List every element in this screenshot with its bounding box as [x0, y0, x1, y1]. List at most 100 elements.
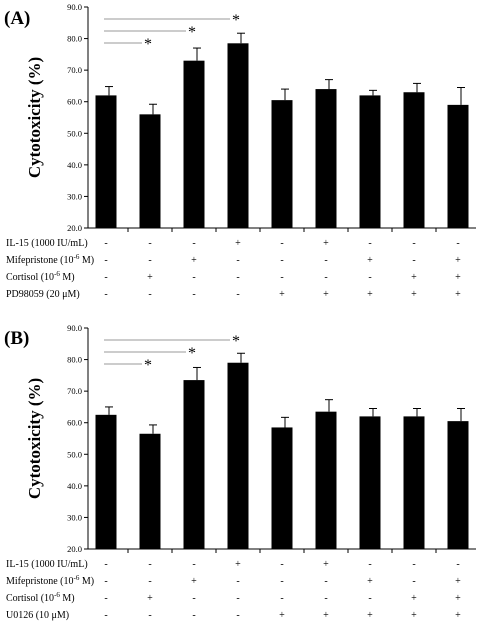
- treatment-sign: +: [279, 289, 285, 300]
- treatment-sign: +: [191, 576, 197, 587]
- treatment-label-text: Cortisol (10: [6, 272, 54, 283]
- treatment-label-text: IL-15 (1000 IU/mL): [6, 238, 88, 249]
- treatment-sign: -: [368, 593, 371, 604]
- treatment-sign: -: [280, 255, 283, 266]
- treatment-sign: -: [148, 289, 151, 300]
- treatment-label: Cortisol (10-6 M): [6, 591, 75, 604]
- treatment-sign: -: [324, 576, 327, 587]
- treatment-sign: -: [104, 238, 107, 249]
- bar: [139, 114, 161, 228]
- treatment-sign: +: [455, 272, 461, 283]
- treatment-label-text: PD98059 (20 μM): [6, 289, 80, 300]
- treatment-label-exponent: -6: [54, 591, 60, 599]
- treatment-sign: +: [455, 576, 461, 587]
- y-tick-label: 50.0: [67, 128, 82, 138]
- y-tick-label: 70.0: [67, 65, 82, 75]
- treatment-sign: +: [191, 255, 197, 266]
- treatment-label-unit: M): [79, 255, 94, 266]
- treatment-sign: +: [455, 610, 461, 621]
- treatment-sign: -: [192, 559, 195, 570]
- bar: [447, 104, 469, 228]
- treatment-label-text: U0126 (10 μM): [6, 610, 69, 621]
- y-tick-label: 60.0: [67, 97, 82, 107]
- treatment-sign: +: [367, 576, 373, 587]
- treatment-sign: -: [280, 238, 283, 249]
- panel-label: (B): [4, 328, 29, 349]
- treatment-label: IL-15 (1000 IU/mL): [6, 238, 88, 249]
- treatment-sign: -: [236, 255, 239, 266]
- treatment-label-unit: M): [60, 593, 75, 604]
- y-axis-label: Cytotoxicity (%): [25, 378, 44, 499]
- treatment-sign: +: [367, 610, 373, 621]
- treatment-label: PD98059 (20 μM): [6, 289, 80, 300]
- treatment-sign: -: [456, 559, 459, 570]
- treatment-sign: +: [323, 238, 329, 249]
- bar: [315, 411, 337, 549]
- treatment-sign: -: [280, 593, 283, 604]
- treatment-sign: -: [456, 238, 459, 249]
- treatment-label-text: Cortisol (10: [6, 593, 54, 604]
- treatment-sign: +: [323, 559, 329, 570]
- treatment-sign: +: [235, 238, 241, 249]
- treatment-sign: -: [412, 576, 415, 587]
- y-tick-label: 80.0: [67, 355, 82, 365]
- treatment-sign: +: [279, 610, 285, 621]
- significance-star: *: [144, 357, 152, 374]
- treatment-sign: +: [411, 272, 417, 283]
- treatment-label-exponent: -6: [74, 253, 80, 261]
- bar: [95, 414, 117, 549]
- treatment-sign: -: [192, 238, 195, 249]
- y-tick-label: 40.0: [67, 160, 82, 170]
- bar: [447, 421, 469, 549]
- treatment-sign: -: [236, 576, 239, 587]
- treatment-sign: -: [104, 593, 107, 604]
- significance-star: *: [188, 24, 196, 41]
- treatment-sign: -: [104, 576, 107, 587]
- y-tick-label: 50.0: [67, 449, 82, 459]
- treatment-sign: -: [192, 272, 195, 283]
- treatment-sign: -: [236, 610, 239, 621]
- treatment-sign: -: [412, 238, 415, 249]
- treatment-sign: -: [104, 272, 107, 283]
- treatment-label-text: Mifepristone (10: [6, 255, 74, 266]
- treatment-label-unit: M): [60, 272, 75, 283]
- treatment-sign: +: [367, 289, 373, 300]
- bar: [95, 95, 117, 229]
- treatment-sign: -: [104, 559, 107, 570]
- treatment-sign: -: [148, 610, 151, 621]
- treatment-sign: +: [455, 289, 461, 300]
- treatment-sign: +: [455, 255, 461, 266]
- significance-star: *: [232, 12, 240, 29]
- treatment-sign: -: [324, 593, 327, 604]
- y-tick-label: 20.0: [67, 223, 82, 233]
- treatment-sign: -: [192, 610, 195, 621]
- y-tick-label: 90.0: [67, 323, 82, 333]
- treatment-label: Cortisol (10-6 M): [6, 270, 75, 283]
- bar: [315, 89, 337, 228]
- treatment-sign: -: [148, 576, 151, 587]
- treatment-sign: -: [148, 255, 151, 266]
- treatment-label-exponent: -6: [54, 270, 60, 278]
- treatment-label-text: Mifepristone (10: [6, 576, 74, 587]
- panel-label: (A): [4, 8, 30, 29]
- panel-b: (B) Cytotoxicity (%) 20.0 30.0 40.0 50.0 60.0 7…: [4, 323, 476, 621]
- bar: [403, 416, 425, 549]
- bar: [139, 433, 161, 549]
- treatment-sign: +: [367, 255, 373, 266]
- bar: [183, 60, 205, 228]
- treatment-label: U0126 (10 μM): [6, 610, 69, 621]
- bar: [227, 43, 249, 228]
- y-tick-label: 80.0: [67, 34, 82, 44]
- treatment-sign: -: [192, 593, 195, 604]
- treatment-sign: -: [192, 289, 195, 300]
- y-tick-label: 60.0: [67, 418, 82, 428]
- treatment-label: IL-15 (1000 IU/mL): [6, 559, 88, 570]
- treatment-sign: -: [280, 272, 283, 283]
- y-tick-label: 90.0: [67, 2, 82, 12]
- treatment-label-unit: M): [79, 576, 94, 587]
- treatment-sign: +: [411, 289, 417, 300]
- treatment-sign: -: [280, 559, 283, 570]
- significance-star: *: [188, 345, 196, 362]
- treatment-sign: -: [324, 255, 327, 266]
